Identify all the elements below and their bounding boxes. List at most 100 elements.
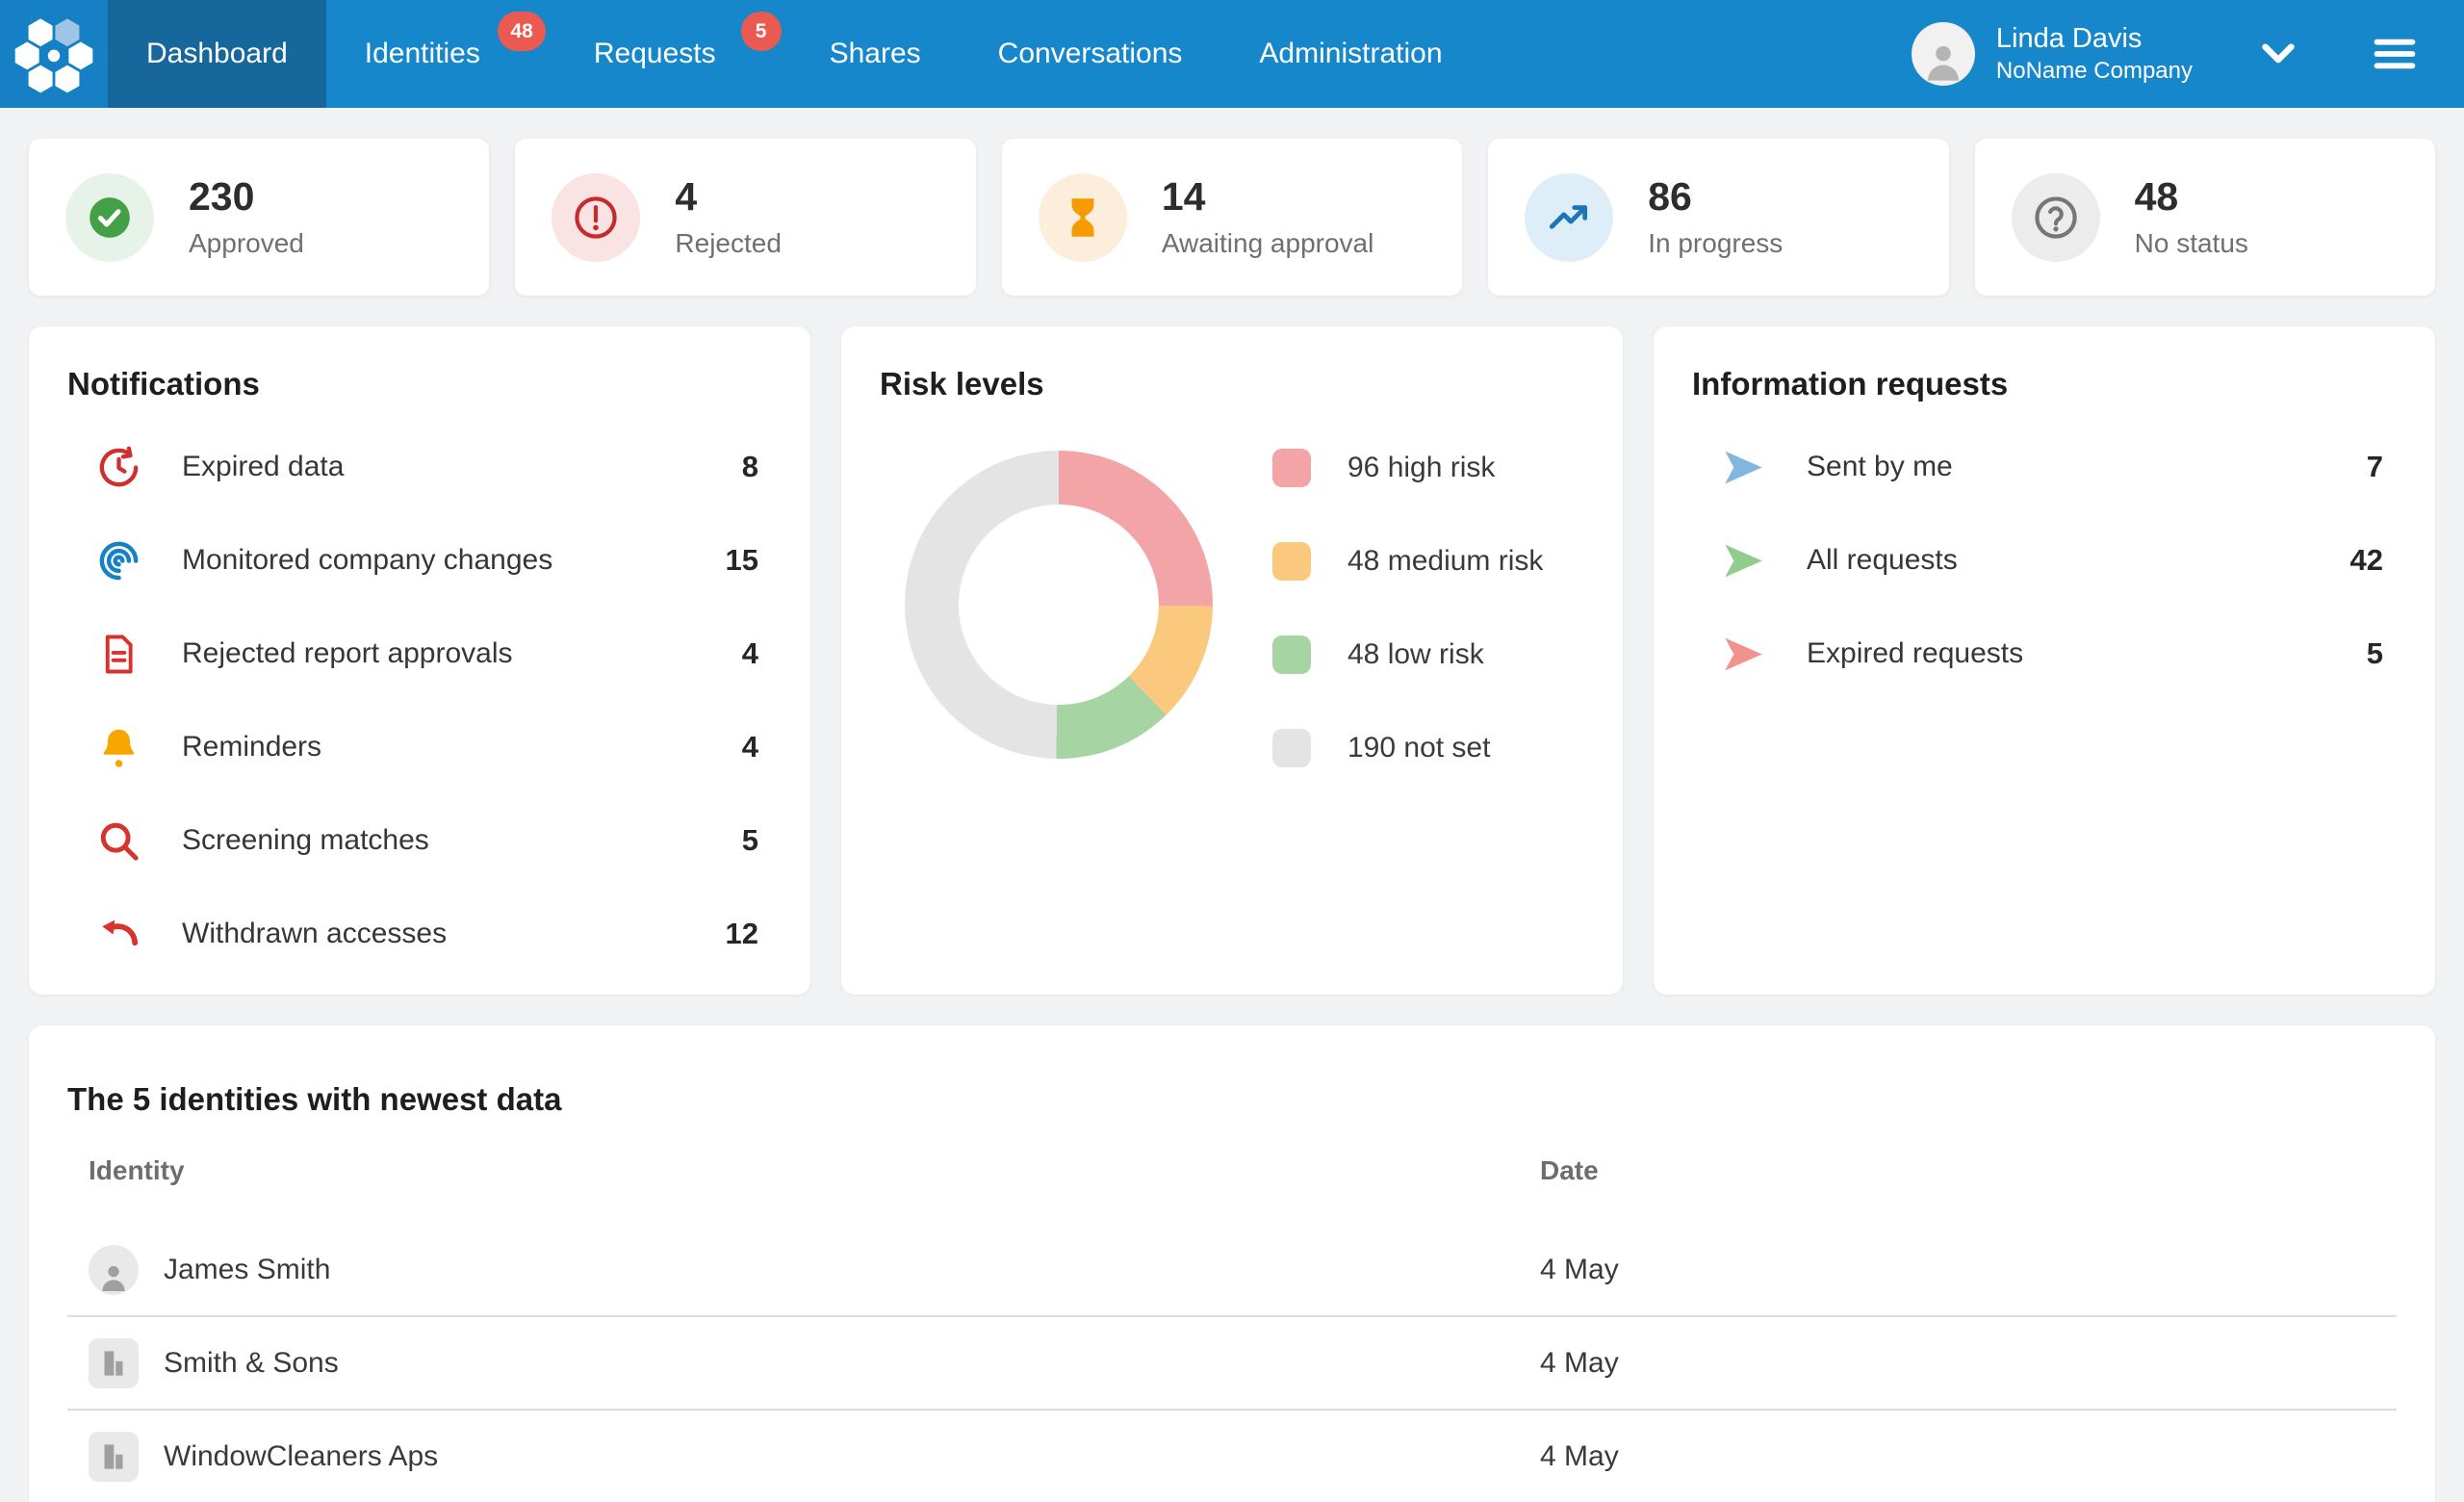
chevron-down-icon[interactable] <box>2256 32 2300 76</box>
hourglass-icon <box>1038 172 1127 262</box>
send-icon <box>1721 538 1766 583</box>
notification-item-count: 12 <box>725 917 758 951</box>
status-card-value: 48 <box>2134 174 2179 219</box>
column-header-date: Date <box>1540 1155 1599 1185</box>
notification-item-label: Screening matches <box>182 824 429 857</box>
status-card-in-progress[interactable]: 86 In progress <box>1488 139 1949 296</box>
status-card-approved[interactable]: 230 Approved <box>29 139 490 296</box>
status-card-value: 14 <box>1161 174 1206 219</box>
risk-levels-title: Risk levels <box>880 366 1044 401</box>
notifications-list: Expired data 8 Monitored company changes 15… <box>67 421 772 981</box>
status-card-text: 4 Rejected <box>675 177 782 257</box>
notification-item-screening-matches[interactable]: Screening matches 5 <box>67 794 772 888</box>
notification-item-withdrawn-accesses[interactable]: Withdrawn accesses 12 <box>67 888 772 981</box>
user-area: Linda Davis NoName Company <box>1911 0 2464 108</box>
identity-cell: Smith & Sons <box>89 1337 1540 1388</box>
top-navbar: Dashboard Identities 48 Requests 5 Shares Conv… <box>0 0 2464 108</box>
risk-levels-panel: Risk levels 96 high risk 48 medium risk 48… <box>841 326 1623 995</box>
info-request-item-label: Expired requests <box>1807 637 2024 670</box>
table-row-smith-sons[interactable]: Smith & Sons 4 May <box>67 1317 2397 1411</box>
notification-item-label: Reminders <box>182 731 322 764</box>
user-avatar-icon <box>1911 22 1975 86</box>
info-request-item-count: 7 <box>2366 450 2383 484</box>
notification-item-monitored-company-changes[interactable]: Monitored company changes 15 <box>67 514 772 608</box>
information-requests-list: Sent by me 7 All requests 42 Expired request… <box>1692 421 2397 701</box>
status-card-text: 14 Awaiting approval <box>1162 177 1374 257</box>
send-icon <box>1721 445 1766 490</box>
table-row-james-smith[interactable]: James Smith 4 May <box>67 1224 2397 1317</box>
risk-donut-chart <box>905 450 1213 759</box>
nav-item-requests[interactable]: Requests 5 <box>555 0 791 108</box>
risk-legend: 96 high risk 48 medium risk 48 low risk 190… <box>1272 422 1543 795</box>
check-circle-icon <box>65 172 154 262</box>
status-card-label: Rejected <box>675 228 782 258</box>
status-card-awaiting-approval[interactable]: 14 Awaiting approval <box>1001 139 1463 296</box>
user-company: NoName Company <box>1995 57 2193 84</box>
notification-item-label: Rejected report approvals <box>182 637 513 670</box>
legend-label: 48 medium risk <box>1348 545 1544 578</box>
information-requests-panel: Information requests Sent by me 7 All requ… <box>1654 326 2435 995</box>
legend-item-not-set: 190 not set <box>1272 702 1543 795</box>
info-request-item-count: 5 <box>2366 636 2383 671</box>
status-card-text: 230 Approved <box>189 177 304 257</box>
status-card-no-status[interactable]: 48 No status <box>1974 139 2436 296</box>
notification-item-reminders[interactable]: Reminders 4 <box>67 701 772 794</box>
company-avatar-icon <box>89 1337 139 1388</box>
notifications-panel: Notifications Expired data 8 Monitored com… <box>29 326 810 995</box>
company-avatar-icon <box>89 1431 139 1482</box>
legend-label: 96 high risk <box>1348 452 1496 484</box>
risk-chart-body: 96 high risk 48 medium risk 48 low risk 190… <box>880 422 1584 795</box>
status-card-label: Approved <box>189 228 304 258</box>
status-cards-row: 230 Approved 4 Rejected 14 Awaiting approval 8… <box>29 139 2436 296</box>
notification-item-count: 15 <box>725 543 758 578</box>
notification-item-rejected-report-approvals[interactable]: Rejected report approvals 4 <box>67 608 772 701</box>
table-body: James Smith 4 May Smith & Sons 4 May WindowC… <box>67 1224 2397 1502</box>
alert-circle-icon <box>552 172 641 262</box>
identity-cell: WindowCleaners Aps <box>89 1431 1540 1482</box>
legend-item-high-risk: 96 high risk <box>1272 422 1543 515</box>
user-menu[interactable]: Linda Davis NoName Company <box>1911 22 2300 86</box>
status-card-label: No status <box>2134 228 2248 258</box>
identity-name: Smith & Sons <box>164 1346 339 1379</box>
legend-swatch <box>1272 542 1311 582</box>
status-card-text: 86 In progress <box>1648 177 1783 257</box>
main-nav: Dashboard Identities 48 Requests 5 Shares Conv… <box>108 0 1481 108</box>
send-icon <box>1721 632 1766 677</box>
notification-count-badge: 48 <box>498 12 546 51</box>
notification-item-count: 8 <box>741 450 758 484</box>
nav-item-administration[interactable]: Administration <box>1220 0 1480 108</box>
status-card-value: 4 <box>675 174 698 219</box>
legend-label: 190 not set <box>1348 732 1491 764</box>
nav-item-dashboard[interactable]: Dashboard <box>108 0 326 108</box>
donut-hole <box>959 504 1159 705</box>
info-request-item-expired-requests[interactable]: Expired requests 5 <box>1692 608 2397 701</box>
user-text: Linda Davis NoName Company <box>1996 22 2193 86</box>
table-row-windowcleaners-aps[interactable]: WindowCleaners Aps 4 May <box>67 1411 2397 1502</box>
identity-cell: James Smith <box>89 1244 1540 1295</box>
legend-item-low-risk: 48 low risk <box>1272 609 1543 702</box>
information-requests-title: Information requests <box>1692 366 2009 401</box>
info-request-item-all-requests[interactable]: All requests 42 <box>1692 514 2397 608</box>
status-card-rejected[interactable]: 4 Rejected <box>515 139 976 296</box>
info-request-item-sent-by-me[interactable]: Sent by me 7 <box>1692 421 2397 514</box>
user-name: Linda Davis <box>1995 23 2143 54</box>
info-request-item-label: Sent by me <box>1807 451 1953 483</box>
date-cell: 4 May <box>1540 1439 1619 1472</box>
nav-item-identities[interactable]: Identities 48 <box>326 0 555 108</box>
nav-item-label: Dashboard <box>146 38 288 69</box>
nav-item-shares[interactable]: Shares <box>791 0 960 108</box>
column-header-identity: Identity <box>89 1155 185 1185</box>
nav-item-label: Administration <box>1259 38 1443 69</box>
hexagon-logo-icon <box>8 8 100 100</box>
notification-item-expired-data[interactable]: Expired data 8 <box>67 421 772 514</box>
nav-item-conversations[interactable]: Conversations <box>960 0 1221 108</box>
nav-item-label: Shares <box>829 38 921 69</box>
app-logo[interactable] <box>0 0 108 108</box>
search-icon <box>96 818 141 864</box>
menu-icon[interactable] <box>2370 29 2420 79</box>
notification-item-label: Withdrawn accesses <box>182 918 448 950</box>
status-card-label: In progress <box>1648 228 1784 258</box>
status-card-value: 230 <box>189 174 255 219</box>
info-request-item-count: 42 <box>2349 543 2383 578</box>
nav-item-label: Conversations <box>997 38 1183 69</box>
